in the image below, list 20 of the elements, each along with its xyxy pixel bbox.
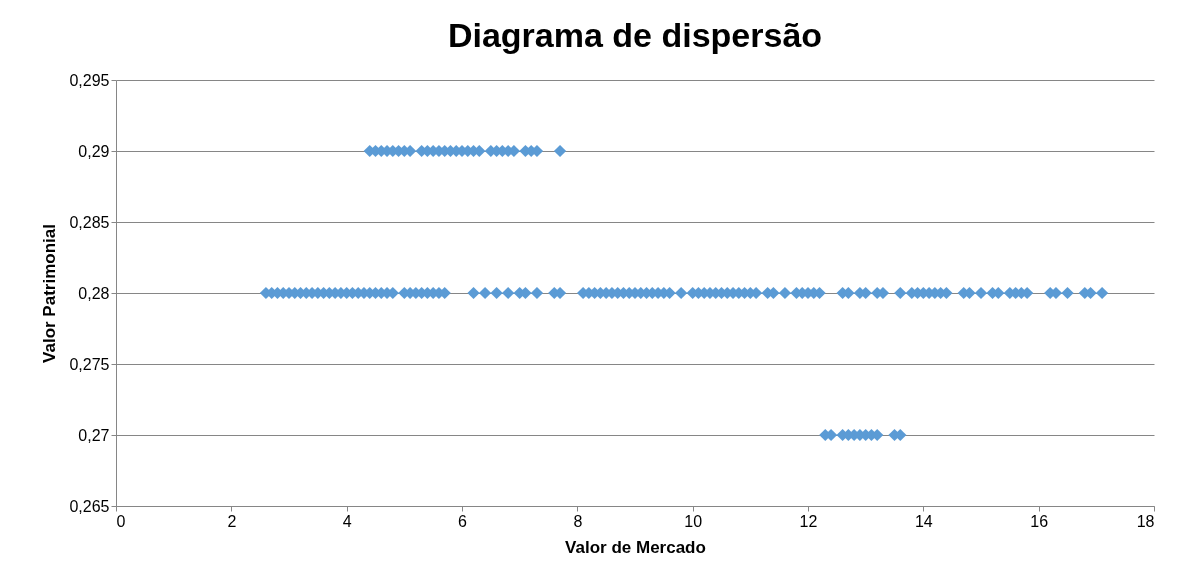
y-tick-label: 0,295 — [69, 71, 110, 89]
x-axis-title: Valor de Mercado — [565, 537, 706, 557]
x-tick-label: 0 — [116, 512, 126, 530]
x-tick-label: 4 — [342, 512, 352, 530]
y-tick-label: 0,285 — [69, 213, 110, 231]
y-tick-label: 0,29 — [78, 142, 110, 160]
y-axis-title: Valor Patrimonial — [40, 224, 60, 363]
x-tick-label: 2 — [227, 512, 237, 530]
x-tick-label: 16 — [1030, 512, 1049, 530]
y-tick-label: 0,265 — [69, 497, 110, 515]
chart-title: Diagrama de dispersão — [447, 16, 823, 54]
x-tick-label: 12 — [799, 512, 818, 530]
y-tick-label: 0,275 — [69, 355, 110, 373]
x-tick-label: 14 — [914, 512, 933, 530]
y-tick-label: 0,28 — [78, 284, 110, 302]
x-tick-label: 18 — [1136, 512, 1155, 530]
y-tick-label: 0,27 — [78, 426, 110, 444]
x-tick-label: 8 — [573, 512, 583, 530]
x-tick-label: 10 — [684, 512, 703, 530]
x-tick-label: 6 — [458, 512, 468, 530]
